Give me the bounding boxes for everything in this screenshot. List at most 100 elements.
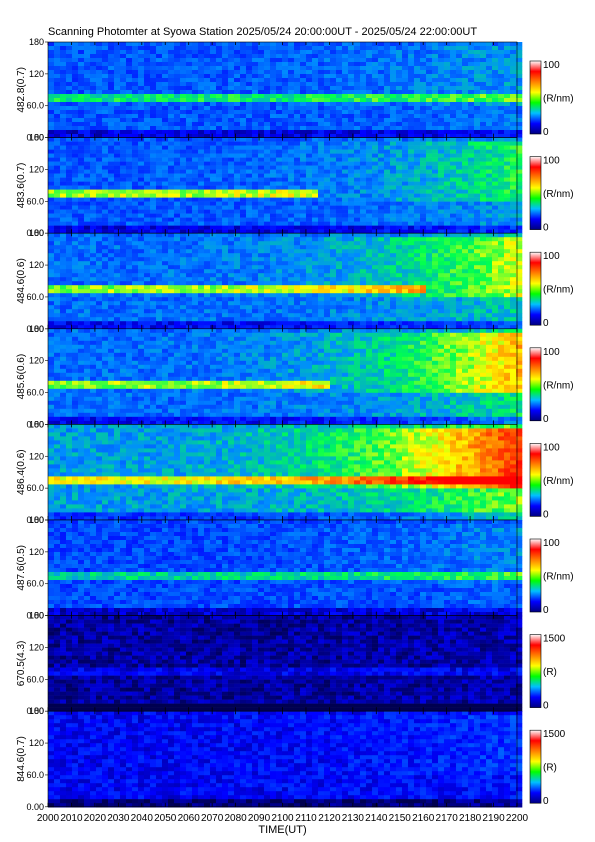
panel-2 xyxy=(48,233,523,330)
y-tick-label: 0.00 xyxy=(26,611,44,621)
x-tick-label: 2000 xyxy=(37,813,60,824)
colorbar xyxy=(529,156,542,230)
colorbar-unit-label: (R) xyxy=(543,763,557,774)
x-axis-label: TIME(UT) xyxy=(258,824,306,836)
colorbar xyxy=(529,538,542,613)
x-tick-label: 2010 xyxy=(60,813,83,824)
y-tick-label: 120 xyxy=(29,164,44,174)
y-tick-label: 120 xyxy=(29,260,44,270)
colorbar xyxy=(529,347,542,422)
y-tick-label: 0.00 xyxy=(26,228,44,238)
y-tick-label: 0.00 xyxy=(26,133,44,143)
y-tick-label: 180 xyxy=(29,706,44,716)
chart-title: Scanning Photomter at Syowa Station 2025… xyxy=(48,26,478,38)
x-tick-label: 2200 xyxy=(506,813,529,824)
panel-5 xyxy=(48,520,523,617)
panel-ylabel: 484.6(0.6) xyxy=(16,258,27,304)
colorbar-max-label: 100 xyxy=(543,60,560,71)
y-tick-label: 0.00 xyxy=(26,515,44,525)
y-tick-label: 120 xyxy=(29,547,44,557)
colorbar-unit-label: (R/nm) xyxy=(543,285,574,296)
x-tick-label: 2180 xyxy=(459,813,482,824)
y-tick-label: 0.00 xyxy=(26,419,44,429)
panel-ylabel: 483.6(0.7) xyxy=(16,163,27,209)
panel-4 xyxy=(48,424,523,521)
panel-ylabel: 486.4(0.6) xyxy=(16,449,27,495)
panel-3 xyxy=(48,328,523,426)
y-tick-label: 180 xyxy=(29,228,44,238)
y-tick-label: 60.0 xyxy=(26,770,44,780)
panel-1 xyxy=(48,137,523,234)
y-tick-label: 60.0 xyxy=(26,196,44,206)
colorbar xyxy=(529,251,542,326)
y-tick-label: 120 xyxy=(29,451,44,461)
colorbar-max-label: 100 xyxy=(543,538,560,549)
y-tick-label: 180 xyxy=(29,37,44,47)
panel-ylabel: 844.6(0.7) xyxy=(16,736,27,782)
y-tick-label: 120 xyxy=(29,356,44,366)
colorbar-min-label: 0 xyxy=(543,127,549,138)
x-tick-label: 2120 xyxy=(318,813,341,824)
x-tick-label: 2090 xyxy=(248,813,271,824)
y-tick-label: 60.0 xyxy=(26,579,44,589)
colorbar xyxy=(529,60,542,135)
panel-ylabel: 670.5(4.3) xyxy=(16,641,27,687)
colorbar-min-label: 0 xyxy=(543,701,549,712)
x-tick-label: 2040 xyxy=(131,813,154,824)
panel-0 xyxy=(48,42,523,139)
x-tick-label: 2080 xyxy=(224,813,247,824)
y-tick-label: 60.0 xyxy=(26,674,44,684)
x-tick-label: 2060 xyxy=(178,813,201,824)
colorbar-unit-label: (R/nm) xyxy=(543,572,574,583)
y-tick-label: 0.00 xyxy=(26,802,44,812)
panel-ylabel: 482.8(0.7) xyxy=(16,67,27,113)
x-tick-label: 2100 xyxy=(271,813,294,824)
y-tick-label: 120 xyxy=(29,738,44,748)
y-tick-label: 180 xyxy=(29,133,44,143)
x-tick-label: 2170 xyxy=(436,813,459,824)
colorbar-unit-label: (R/nm) xyxy=(543,94,574,105)
x-tick-label: 2050 xyxy=(154,813,177,824)
y-tick-label: 180 xyxy=(29,515,44,525)
y-tick-label: 180 xyxy=(29,324,44,334)
y-tick-label: 60.0 xyxy=(26,388,44,398)
panel-6 xyxy=(48,615,523,712)
colorbar-unit-label: (R/nm) xyxy=(543,189,574,200)
y-tick-label: 120 xyxy=(29,642,44,652)
panel-7 xyxy=(48,711,523,808)
colorbar-min-label: 0 xyxy=(543,223,549,234)
colorbar-max-label: 100 xyxy=(543,156,560,167)
y-tick-label: 60.0 xyxy=(26,292,44,302)
colorbar-max-label: 100 xyxy=(543,347,560,358)
y-tick-label: 0.00 xyxy=(26,324,44,334)
x-tick-label: 2160 xyxy=(412,813,435,824)
x-tick-label: 2070 xyxy=(201,813,224,824)
colorbar-unit-label: (R) xyxy=(543,667,557,678)
colorbar xyxy=(529,729,542,804)
colorbar-unit-label: (R/nm) xyxy=(543,476,574,487)
panel-ylabel: 485.6(0.6) xyxy=(16,354,27,400)
x-tick-label: 2140 xyxy=(365,813,388,824)
colorbar-min-label: 0 xyxy=(543,605,549,616)
y-tick-label: 0.00 xyxy=(26,706,44,716)
x-tick-label: 2020 xyxy=(84,813,107,824)
y-tick-label: 120 xyxy=(29,69,44,79)
colorbar-min-label: 0 xyxy=(543,796,549,807)
colorbar-max-label: 1500 xyxy=(543,729,566,740)
colorbar xyxy=(529,443,542,517)
x-tick-label: 2030 xyxy=(107,813,130,824)
y-tick-label: 180 xyxy=(29,419,44,429)
x-tick-label: 2110 xyxy=(295,813,317,824)
colorbar-unit-label: (R/nm) xyxy=(543,380,574,391)
panel-ylabel: 487.6(0.5) xyxy=(16,545,27,591)
y-tick-label: 60.0 xyxy=(26,101,44,111)
x-tick-label: 2150 xyxy=(389,813,412,824)
colorbar xyxy=(529,634,542,708)
colorbar-max-label: 100 xyxy=(543,251,560,262)
y-tick-label: 180 xyxy=(29,611,44,621)
colorbar-max-label: 100 xyxy=(543,442,560,453)
x-tick-label: 2190 xyxy=(482,813,505,824)
colorbar-min-label: 0 xyxy=(543,318,549,329)
